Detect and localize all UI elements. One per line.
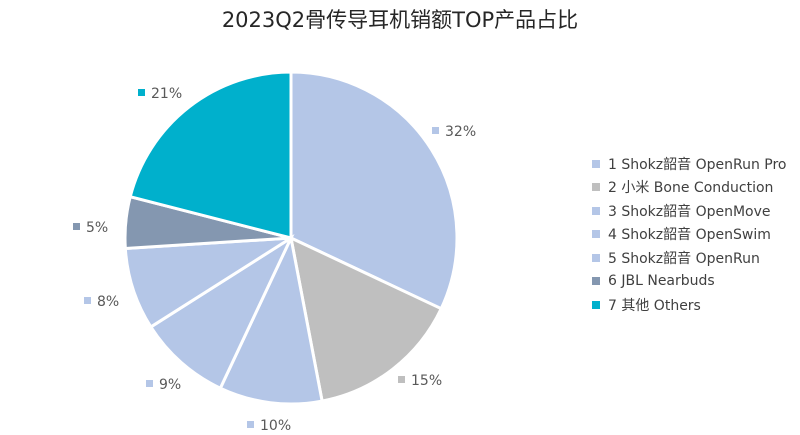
pie-data-labels: 32% 15% 10% 9% 8% 5% 21%: [73, 86, 476, 434]
chart-title: 2023Q2骨传导耳机销额TOP产品占比: [221, 8, 579, 32]
data-label-swatch: [146, 380, 153, 387]
legend-label: 2 小米 Bone Conduction: [608, 180, 774, 197]
legend-swatch: [592, 230, 600, 239]
data-label: 9%: [159, 377, 181, 393]
data-label: 15%: [411, 373, 442, 389]
data-label: 8%: [97, 294, 119, 310]
pie-slices: [123, 70, 459, 406]
legend-label: 7 其他 Others: [608, 297, 701, 314]
pie-slice: [148, 233, 295, 391]
legend-item: 2 小米 Bone Conduction: [592, 176, 787, 200]
legend-swatch: [592, 206, 600, 215]
legend-swatch: [592, 159, 600, 168]
data-label-swatch: [432, 127, 439, 134]
legend: 1 Shokz韶音 OpenRun Pro 2 小米 Bone Conductio…: [592, 152, 787, 317]
pie-slice: [218, 233, 324, 406]
legend-swatch: [592, 277, 600, 286]
legend-swatch: [592, 183, 600, 192]
legend-label: 6 JBL Nearbuds: [608, 273, 715, 290]
data-label: 32%: [445, 124, 476, 140]
legend-item: 5 Shokz韶音 OpenRun: [592, 246, 787, 270]
legend-label: 3 Shokz韶音 OpenMove: [608, 203, 771, 220]
legend-item: 1 Shokz韶音 OpenRun Pro: [592, 152, 787, 176]
data-label-swatch: [73, 223, 80, 230]
data-label-swatch: [398, 376, 405, 383]
pie-slice: [289, 70, 459, 311]
legend-swatch: [592, 253, 600, 262]
legend-item: 7 其他 Others: [592, 293, 787, 317]
data-label-swatch: [84, 297, 91, 304]
legend-item: 4 Shokz韶音 OpenSwim: [592, 223, 787, 247]
data-label: 10%: [260, 418, 291, 434]
legend-label: 1 Shokz韶音 OpenRun Pro: [608, 156, 787, 173]
legend-label: 4 Shokz韶音 OpenSwim: [608, 227, 771, 244]
data-label-swatch: [138, 89, 145, 96]
legend-item: 3 Shokz韶音 OpenMove: [592, 199, 787, 223]
data-label-swatch: [247, 421, 254, 428]
legend-swatch: [592, 300, 600, 309]
data-label: 21%: [151, 86, 182, 102]
data-label: 5%: [86, 220, 108, 236]
pie-slice: [288, 235, 444, 403]
legend-label: 5 Shokz韶音 OpenRun: [608, 250, 760, 267]
pie-slice: [128, 70, 293, 240]
legend-item: 6 JBL Nearbuds: [592, 270, 787, 294]
